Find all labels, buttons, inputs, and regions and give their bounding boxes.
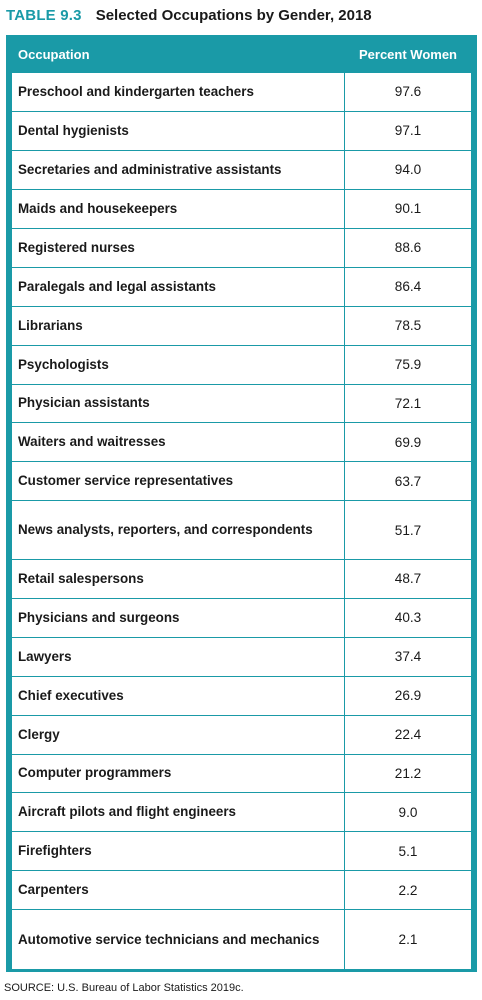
percent-cell: 78.5 [394,318,422,334]
percent-cell: 72.1 [394,395,422,411]
source-note: SOURCE: U.S. Bureau of Labor Statistics … [4,982,244,994]
percent-cell: 26.9 [394,688,422,704]
occupation-cell: Lawyers [12,637,345,676]
occupation-cell: Carpenters [12,871,345,910]
percent-cell: 51.7 [394,522,422,538]
occupation-cell: Aircraft pilots and flight engineers [12,793,345,832]
table-row: Chief executives 26.9 [12,676,471,716]
column-header-percent-women: Percent Women [358,46,457,62]
table-row: Maids and housekeepers 90.1 [12,189,471,229]
occupation-cell: Librarians [12,306,345,345]
occupation-cell: News analysts, reporters, and correspond… [12,501,345,559]
table-row: Firefighters 5.1 [12,832,471,872]
table-row: Paralegals and legal assistants 86.4 [12,267,471,307]
table-row: Lawyers 37.4 [12,637,471,677]
table-row: Preschool and kindergarten teachers 97.6 [12,73,471,112]
table-row: Customer service representatives 63.7 [12,462,471,502]
percent-cell: 90.1 [394,201,422,217]
table-body: Preschool and kindergarten teachers 97.6 … [12,73,471,969]
occupation-cell: Firefighters [12,832,345,871]
occupation-cell: Secretaries and administrative assistant… [12,150,345,189]
percent-cell: 2.2 [398,882,418,898]
occupation-cell: Paralegals and legal assistants [12,267,345,306]
table-row: Psychologists 75.9 [12,345,471,385]
percent-cell: 21.2 [394,765,422,781]
occupation-cell: Maids and housekeepers [12,189,345,228]
percent-cell: 22.4 [394,727,422,743]
occupation-cell: Registered nurses [12,228,345,267]
occupation-cell: Automotive service technicians and mecha… [12,910,345,969]
occupation-cell: Psychologists [12,345,345,384]
occupation-cell: Computer programmers [12,754,345,793]
table-row: Automotive service technicians and mecha… [12,910,471,969]
occupation-cell: Dental hygienists [12,111,345,150]
occupation-cell: Customer service representatives [12,462,345,501]
table-caption: TABLE 9.3 Selected Occupations by Gender… [6,2,372,28]
table-row: Waiters and waitresses 69.9 [12,423,471,463]
percent-cell: 94.0 [394,162,422,178]
occupation-cell: Physicians and surgeons [12,598,345,637]
table-row: Librarians 78.5 [12,306,471,346]
table-row: Physicians and surgeons 40.3 [12,598,471,638]
percent-cell: 97.6 [394,84,422,100]
percent-cell: 5.1 [398,843,418,859]
percent-cell: 75.9 [394,357,422,373]
table-row: Aircraft pilots and flight engineers 9.0 [12,793,471,833]
table-row: Computer programmers 21.2 [12,754,471,794]
column-header-occupation: Occupation [18,46,90,62]
percent-cell: 48.7 [394,571,422,587]
table-row: News analysts, reporters, and correspond… [12,501,471,560]
table-row: Physician assistants 72.1 [12,384,471,424]
percent-cell: 63.7 [394,473,422,489]
percent-cell: 86.4 [394,279,422,295]
table-header: Occupation Percent Women [12,35,471,73]
table-row: Dental hygienists 97.1 [12,111,471,151]
table-number: TABLE 9.3 [6,6,82,24]
percent-cell: 9.0 [398,804,418,820]
occupation-cell: Waiters and waitresses [12,423,345,462]
percent-cell: 88.6 [394,240,422,256]
table-row: Clergy 22.4 [12,715,471,755]
table-row: Carpenters 2.2 [12,871,471,911]
percent-cell: 69.9 [394,434,422,450]
data-table: Occupation Percent Women Preschool and k… [6,35,477,972]
table-row: Secretaries and administrative assistant… [12,150,471,190]
occupation-cell: Clergy [12,715,345,754]
occupation-cell: Chief executives [12,676,345,715]
table-title: Selected Occupations by Gender, 2018 [95,6,372,24]
occupation-cell: Retail salespersons [12,559,345,598]
occupation-cell: Physician assistants [12,384,345,423]
occupation-cell: Preschool and kindergarten teachers [12,73,345,111]
percent-cell: 2.1 [398,932,418,947]
percent-cell: 97.1 [394,123,422,139]
table-row: Retail salespersons 48.7 [12,559,471,599]
table-row: Registered nurses 88.6 [12,228,471,268]
percent-cell: 40.3 [394,610,422,626]
percent-cell: 37.4 [394,649,422,665]
